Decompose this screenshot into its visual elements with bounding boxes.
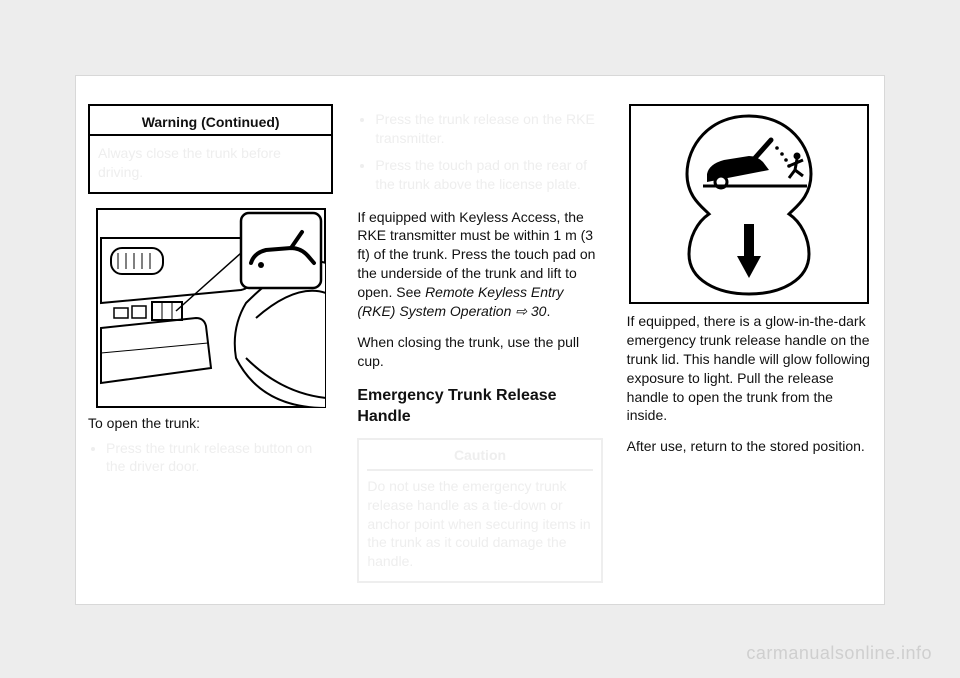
dashboard-illustration bbox=[96, 208, 326, 408]
list-item: Press the touch pad on the rear of the t… bbox=[375, 156, 602, 194]
warning-body: Always close the trunk before driving. bbox=[90, 136, 331, 192]
release-handle-svg bbox=[629, 104, 869, 304]
open-trunk-bullets-cont: Press the trunk release on the RKE trans… bbox=[357, 110, 602, 194]
caution-body: Do not use the emergency trunk release h… bbox=[367, 477, 592, 571]
open-trunk-bullets: Press the trunk release button on the dr… bbox=[88, 439, 333, 477]
keyless-paragraph: If equipped with Keyless Access, the RKE… bbox=[357, 208, 602, 321]
watermark: carmanualsonline.info bbox=[746, 643, 932, 664]
warning-heading: Warning (Continued) bbox=[90, 106, 331, 136]
emergency-handle-heading: Emergency Trunk Release Handle bbox=[357, 385, 602, 428]
dashboard-svg bbox=[96, 208, 326, 408]
column-2: Press the trunk release on the RKE trans… bbox=[345, 76, 614, 604]
list-item: Press the trunk release on the RKE trans… bbox=[375, 110, 602, 148]
caution-box: Caution Do not use the emergency trunk r… bbox=[357, 438, 602, 583]
column-3: If equipped, there is a glow-in-the-dark… bbox=[615, 76, 884, 604]
column-1: Warning (Continued) Always close the tru… bbox=[76, 76, 345, 604]
keyless-tail: . bbox=[546, 303, 550, 319]
warning-box: Warning (Continued) Always close the tru… bbox=[88, 104, 333, 194]
figure-1-caption: To open the trunk: bbox=[88, 414, 333, 433]
closing-paragraph: When closing the trunk, use the pull cup… bbox=[357, 333, 602, 371]
release-paragraph: If equipped, there is a glow-in-the-dark… bbox=[627, 312, 872, 425]
caution-heading: Caution bbox=[367, 446, 592, 471]
list-item: Press the trunk release button on the dr… bbox=[106, 439, 333, 477]
after-use-paragraph: After use, return to the stored position… bbox=[627, 437, 872, 456]
page: Warning (Continued) Always close the tru… bbox=[75, 75, 885, 605]
release-handle-illustration bbox=[629, 104, 869, 304]
